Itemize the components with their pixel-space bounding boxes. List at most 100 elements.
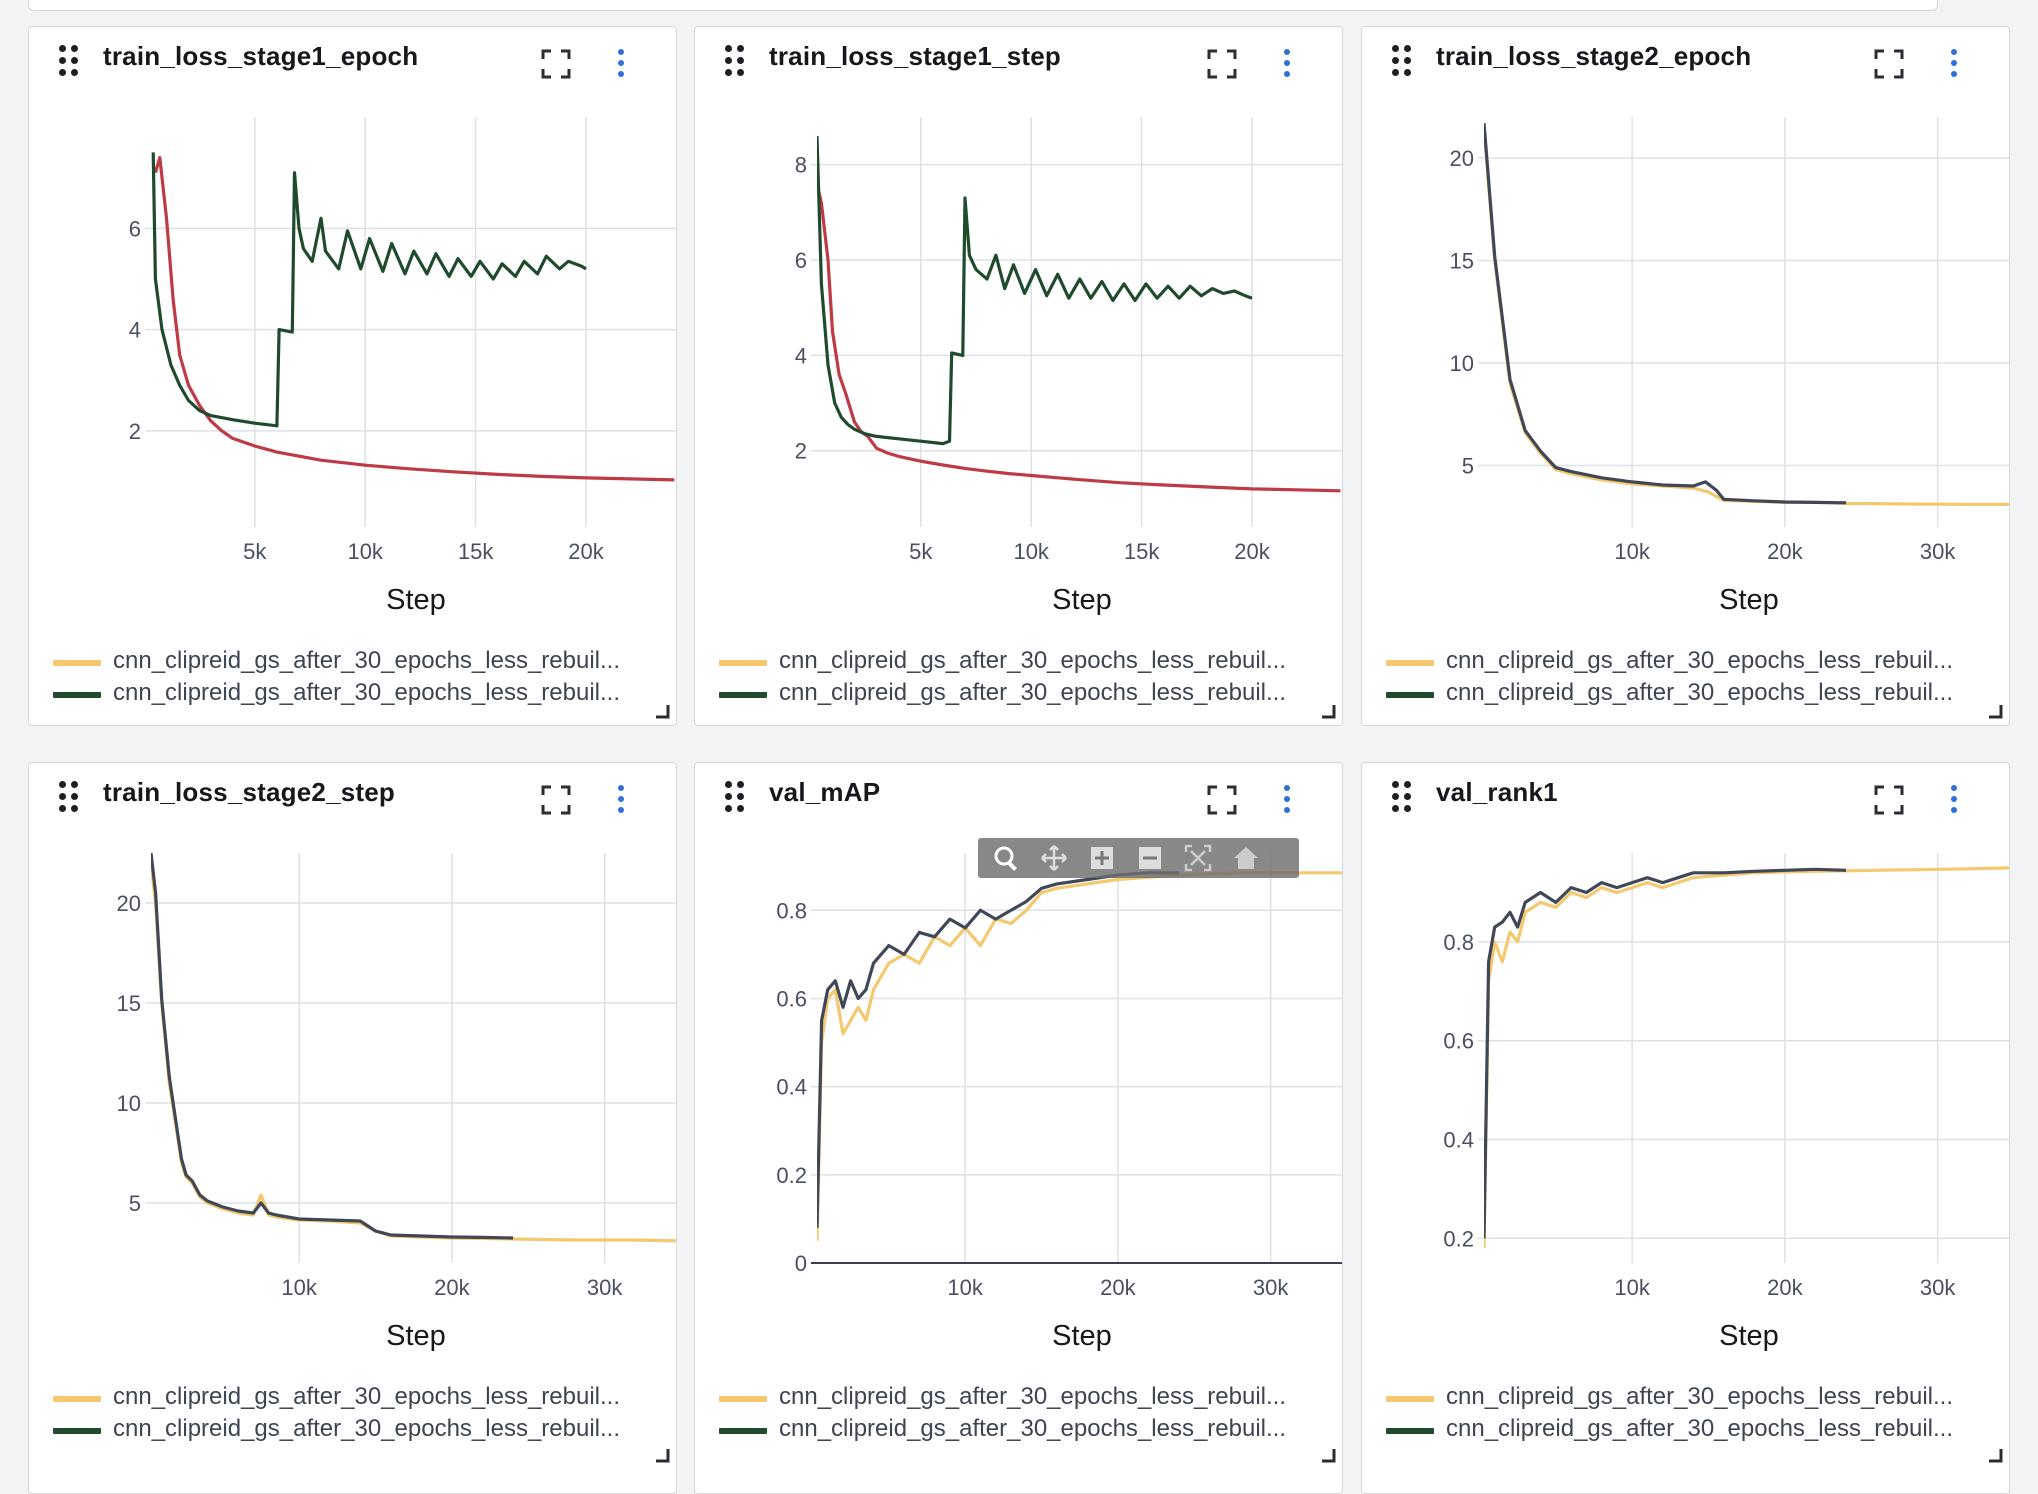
kebab-menu-icon[interactable] bbox=[614, 49, 628, 81]
y-tick-label: 20 bbox=[1450, 146, 1474, 171]
resize-corner-icon[interactable] bbox=[654, 703, 670, 719]
drag-handle-icon[interactable] bbox=[59, 781, 83, 815]
resize-corner-icon[interactable] bbox=[1987, 703, 2003, 719]
y-tick-label: 0.2 bbox=[776, 1163, 807, 1188]
series-line-2 bbox=[151, 852, 514, 1240]
series-line-1 bbox=[151, 862, 676, 1243]
legend-item[interactable]: cnn_clipreid_gs_after_30_epochs_less_reb… bbox=[719, 679, 1322, 711]
fullscreen-icon[interactable] bbox=[541, 49, 571, 79]
legend-item[interactable]: cnn_clipreid_gs_after_30_epochs_less_reb… bbox=[1386, 679, 1989, 711]
panel-header: train_loss_stage2_epoch bbox=[1362, 27, 2009, 117]
pan-icon[interactable] bbox=[1038, 842, 1072, 874]
y-tick-label: 4 bbox=[795, 343, 807, 368]
legend-swatch bbox=[1386, 692, 1434, 698]
legend-item[interactable]: cnn_clipreid_gs_after_30_epochs_less_reb… bbox=[719, 1383, 1322, 1415]
drag-handle-icon[interactable] bbox=[59, 45, 83, 79]
legend-label: cnn_clipreid_gs_after_30_epochs_less_reb… bbox=[1446, 1383, 1953, 1410]
kebab-menu-icon[interactable] bbox=[614, 785, 628, 817]
x-tick-label: 20k bbox=[1100, 1275, 1136, 1300]
fullscreen-icon[interactable] bbox=[1874, 49, 1904, 79]
zoom-in-icon[interactable] bbox=[1086, 842, 1120, 874]
line-chart[interactable]: 10k 20k 30k 0.2 0.4 0.6 0.8 Step bbox=[1362, 763, 2010, 1363]
x-axis-title: Step bbox=[1719, 584, 1779, 616]
x-tick-label: 30k bbox=[1253, 1275, 1289, 1300]
legend-item[interactable]: cnn_clipreid_gs_after_30_epochs_less_reb… bbox=[53, 1383, 656, 1415]
legend-swatch bbox=[719, 1428, 767, 1434]
resize-corner-icon[interactable] bbox=[1320, 703, 1336, 719]
zoom-out-icon[interactable] bbox=[1134, 842, 1168, 874]
chart-panel: train_loss_stage1_step 5k 10k 15k 20k 2 4 6 8 Ste… bbox=[694, 26, 1343, 726]
x-axis-title: Step bbox=[1052, 1320, 1112, 1352]
y-tick-label: 15 bbox=[1450, 249, 1474, 274]
legend: cnn_clipreid_gs_after_30_epochs_less_reb… bbox=[1386, 647, 1989, 711]
fullscreen-icon[interactable] bbox=[1874, 785, 1904, 815]
x-tick-label: 10k bbox=[947, 1275, 983, 1300]
zoom-icon[interactable] bbox=[990, 842, 1024, 874]
legend-swatch bbox=[53, 660, 101, 666]
chart-panel: train_loss_stage2_epoch 10k 20k 30k 5 10 15 20 S… bbox=[1361, 26, 2010, 726]
legend: cnn_clipreid_gs_after_30_epochs_less_reb… bbox=[1386, 1383, 1989, 1447]
x-tick-label: 15k bbox=[458, 539, 494, 564]
fullscreen-icon[interactable] bbox=[1207, 49, 1237, 79]
resize-corner-icon[interactable] bbox=[1987, 1447, 2003, 1463]
drag-handle-icon[interactable] bbox=[725, 781, 749, 815]
line-chart[interactable]: 10k 20k 30k 0 0.2 0.4 0.6 0.8 Step bbox=[695, 763, 1343, 1363]
y-tick-label: 0.4 bbox=[1443, 1128, 1474, 1153]
legend-swatch bbox=[1386, 1428, 1434, 1434]
line-chart[interactable]: 10k 20k 30k 5 10 15 20 Step bbox=[29, 763, 677, 1363]
autoscale-icon[interactable] bbox=[1182, 842, 1216, 874]
series-line-2 bbox=[151, 152, 587, 428]
drag-handle-icon[interactable] bbox=[1392, 781, 1416, 815]
panel-title: train_loss_stage1_epoch bbox=[103, 41, 419, 71]
legend-label: cnn_clipreid_gs_after_30_epochs_less_reb… bbox=[113, 1415, 620, 1442]
legend-item[interactable]: cnn_clipreid_gs_after_30_epochs_less_reb… bbox=[719, 647, 1322, 679]
legend-item[interactable]: cnn_clipreid_gs_after_30_epochs_less_reb… bbox=[1386, 1383, 1989, 1415]
x-tick-label: 20k bbox=[434, 1275, 470, 1300]
chart-modebar bbox=[978, 838, 1299, 878]
y-tick-label: 0.2 bbox=[1443, 1226, 1474, 1251]
line-chart[interactable]: 10k 20k 30k 5 10 15 20 Step bbox=[1362, 27, 2010, 627]
legend-item[interactable]: cnn_clipreid_gs_after_30_epochs_less_reb… bbox=[1386, 647, 1989, 679]
x-tick-label: 5k bbox=[909, 539, 933, 564]
resize-corner-icon[interactable] bbox=[1320, 1447, 1336, 1463]
legend-item[interactable]: cnn_clipreid_gs_after_30_epochs_less_reb… bbox=[1386, 1415, 1989, 1447]
legend-item[interactable]: cnn_clipreid_gs_after_30_epochs_less_reb… bbox=[53, 1415, 656, 1447]
kebab-menu-icon[interactable] bbox=[1280, 785, 1294, 817]
x-tick-label: 30k bbox=[1920, 539, 1956, 564]
y-tick-label: 10 bbox=[1450, 351, 1474, 376]
y-tick-label: 10 bbox=[117, 1091, 141, 1116]
fullscreen-icon[interactable] bbox=[541, 785, 571, 815]
series-line-2 bbox=[817, 136, 1253, 446]
series-line-2 bbox=[1484, 867, 1847, 1239]
legend: cnn_clipreid_gs_after_30_epochs_less_reb… bbox=[719, 647, 1322, 711]
x-tick-label: 10k bbox=[1614, 539, 1650, 564]
legend-item[interactable]: cnn_clipreid_gs_after_30_epochs_less_reb… bbox=[53, 679, 656, 711]
reset-home-icon[interactable] bbox=[1230, 842, 1264, 874]
kebab-menu-icon[interactable] bbox=[1947, 49, 1961, 81]
line-chart[interactable]: 5k 10k 15k 20k 2 4 6 Step bbox=[29, 27, 677, 627]
drag-handle-icon[interactable] bbox=[1392, 45, 1416, 79]
line-chart[interactable]: 5k 10k 15k 20k 2 4 6 8 Step bbox=[695, 27, 1343, 627]
legend-swatch bbox=[53, 1396, 101, 1402]
legend-item[interactable]: cnn_clipreid_gs_after_30_epochs_less_reb… bbox=[719, 1415, 1322, 1447]
y-tick-label: 8 bbox=[795, 153, 807, 178]
legend-swatch bbox=[719, 660, 767, 666]
x-tick-label: 30k bbox=[587, 1275, 623, 1300]
panel-title: val_rank1 bbox=[1436, 777, 1558, 807]
legend: cnn_clipreid_gs_after_30_epochs_less_reb… bbox=[719, 1383, 1322, 1447]
x-tick-label: 20k bbox=[1234, 539, 1270, 564]
x-tick-label: 15k bbox=[1124, 539, 1160, 564]
legend-item[interactable]: cnn_clipreid_gs_after_30_epochs_less_reb… bbox=[53, 647, 656, 679]
resize-corner-icon[interactable] bbox=[654, 1447, 670, 1463]
panel-header: train_loss_stage1_step bbox=[695, 27, 1342, 117]
x-axis-title: Step bbox=[1052, 584, 1112, 616]
kebab-menu-icon[interactable] bbox=[1280, 49, 1294, 81]
y-tick-label: 15 bbox=[117, 991, 141, 1016]
y-tick-label: 5 bbox=[129, 1191, 141, 1216]
legend-swatch bbox=[1386, 660, 1434, 666]
fullscreen-icon[interactable] bbox=[1207, 785, 1237, 815]
drag-handle-icon[interactable] bbox=[725, 45, 749, 79]
y-tick-label: 20 bbox=[117, 891, 141, 916]
panel-header: train_loss_stage2_step bbox=[29, 763, 676, 853]
kebab-menu-icon[interactable] bbox=[1947, 785, 1961, 817]
